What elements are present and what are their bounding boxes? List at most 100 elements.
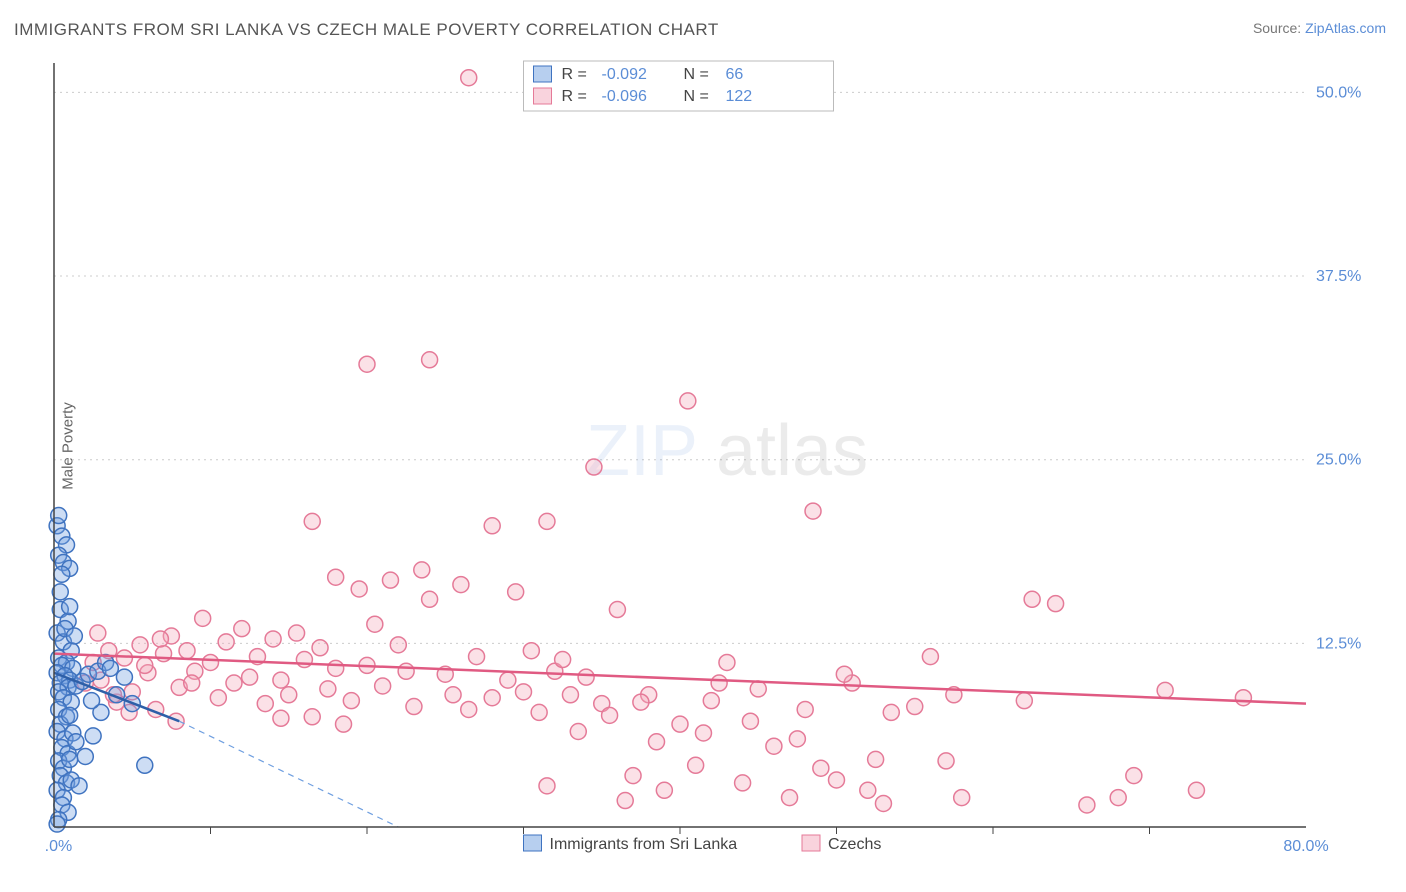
data-point: [1079, 797, 1095, 813]
data-point: [195, 610, 211, 626]
data-point: [711, 675, 727, 691]
legend-r-value: -0.096: [602, 88, 647, 105]
blue-trend-extrapolation: [179, 721, 398, 827]
data-point: [137, 657, 153, 673]
data-point: [422, 352, 438, 368]
data-point: [954, 790, 970, 806]
data-point: [680, 393, 696, 409]
data-point: [523, 643, 539, 659]
data-point: [649, 734, 665, 750]
data-point: [382, 572, 398, 588]
data-point: [218, 634, 234, 650]
data-point: [695, 725, 711, 741]
data-point: [484, 690, 500, 706]
data-point: [1157, 682, 1173, 698]
data-point: [152, 631, 168, 647]
data-point: [531, 704, 547, 720]
data-point: [633, 694, 649, 710]
data-point: [703, 693, 719, 709]
data-point: [484, 518, 500, 534]
data-point: [66, 628, 82, 644]
data-point: [586, 459, 602, 475]
data-point: [375, 678, 391, 694]
data-point: [102, 660, 118, 676]
data-point: [570, 724, 586, 740]
legend-series-label: Czechs: [828, 836, 881, 853]
data-point: [273, 710, 289, 726]
data-point: [539, 778, 555, 794]
data-point: [116, 650, 132, 666]
data-point: [789, 731, 805, 747]
legend-swatch: [534, 88, 552, 104]
data-point: [625, 768, 641, 784]
data-point: [602, 707, 618, 723]
data-point: [85, 728, 101, 744]
data-point: [62, 599, 78, 615]
legend-swatch: [802, 835, 820, 851]
data-point: [922, 649, 938, 665]
data-point: [84, 693, 100, 709]
legend-r-label: R =: [562, 66, 587, 83]
data-point: [257, 696, 273, 712]
data-point: [860, 782, 876, 798]
data-point: [77, 748, 93, 764]
data-point: [359, 356, 375, 372]
data-point: [398, 663, 414, 679]
data-point: [116, 669, 132, 685]
data-point: [875, 795, 891, 811]
data-point: [719, 654, 735, 670]
data-point: [179, 643, 195, 659]
y-tick-label: 37.5%: [1316, 268, 1361, 285]
data-point: [609, 602, 625, 618]
data-point: [71, 778, 87, 794]
data-point: [90, 625, 106, 641]
x-tick-label: 80.0%: [1283, 838, 1328, 855]
data-point: [328, 569, 344, 585]
y-tick-labels: 25.0%50.0%12.5%37.5%: [1316, 84, 1361, 652]
data-point: [516, 684, 532, 700]
data-point: [539, 513, 555, 529]
data-point: [750, 681, 766, 697]
data-point: [137, 757, 153, 773]
data-point: [343, 693, 359, 709]
x-tick-label: 0.0%: [46, 838, 72, 855]
data-point: [273, 672, 289, 688]
y-tick-label: 50.0%: [1316, 84, 1361, 101]
source-attribution: Source: ZipAtlas.com: [1253, 20, 1386, 36]
data-point: [461, 70, 477, 86]
legend-n-value: 66: [726, 66, 744, 83]
data-point: [265, 631, 281, 647]
data-point: [782, 790, 798, 806]
data-point: [1024, 591, 1040, 607]
data-point: [1110, 790, 1126, 806]
data-point: [234, 621, 250, 637]
data-point: [328, 660, 344, 676]
data-point: [508, 584, 524, 600]
legend-series-label: Immigrants from Sri Lanka: [550, 836, 738, 853]
data-point: [351, 581, 367, 597]
data-point: [1126, 768, 1142, 784]
scatter-chart: ZIP atlas 25.0%50.0%12.5%37.5% 0.0% 80.0%…: [46, 55, 1386, 875]
legend-n-label: N =: [684, 66, 709, 83]
watermark-zip: ZIP: [586, 411, 698, 491]
legend-swatch: [534, 66, 552, 82]
data-point: [578, 669, 594, 685]
data-point: [688, 757, 704, 773]
data-point: [226, 675, 242, 691]
legend-r-value: -0.092: [602, 66, 647, 83]
data-point: [1235, 690, 1251, 706]
data-point: [555, 652, 571, 668]
legend-swatch: [524, 835, 542, 851]
data-point: [414, 562, 430, 578]
data-point: [68, 734, 84, 750]
data-point: [49, 816, 65, 832]
legend-n-value: 122: [726, 88, 753, 105]
data-point: [406, 699, 422, 715]
data-point: [304, 709, 320, 725]
watermark-atlas: atlas: [716, 411, 868, 491]
data-point: [453, 577, 469, 593]
data-point: [735, 775, 751, 791]
source-link[interactable]: ZipAtlas.com: [1305, 20, 1386, 36]
data-point: [500, 672, 516, 688]
data-point: [312, 640, 328, 656]
